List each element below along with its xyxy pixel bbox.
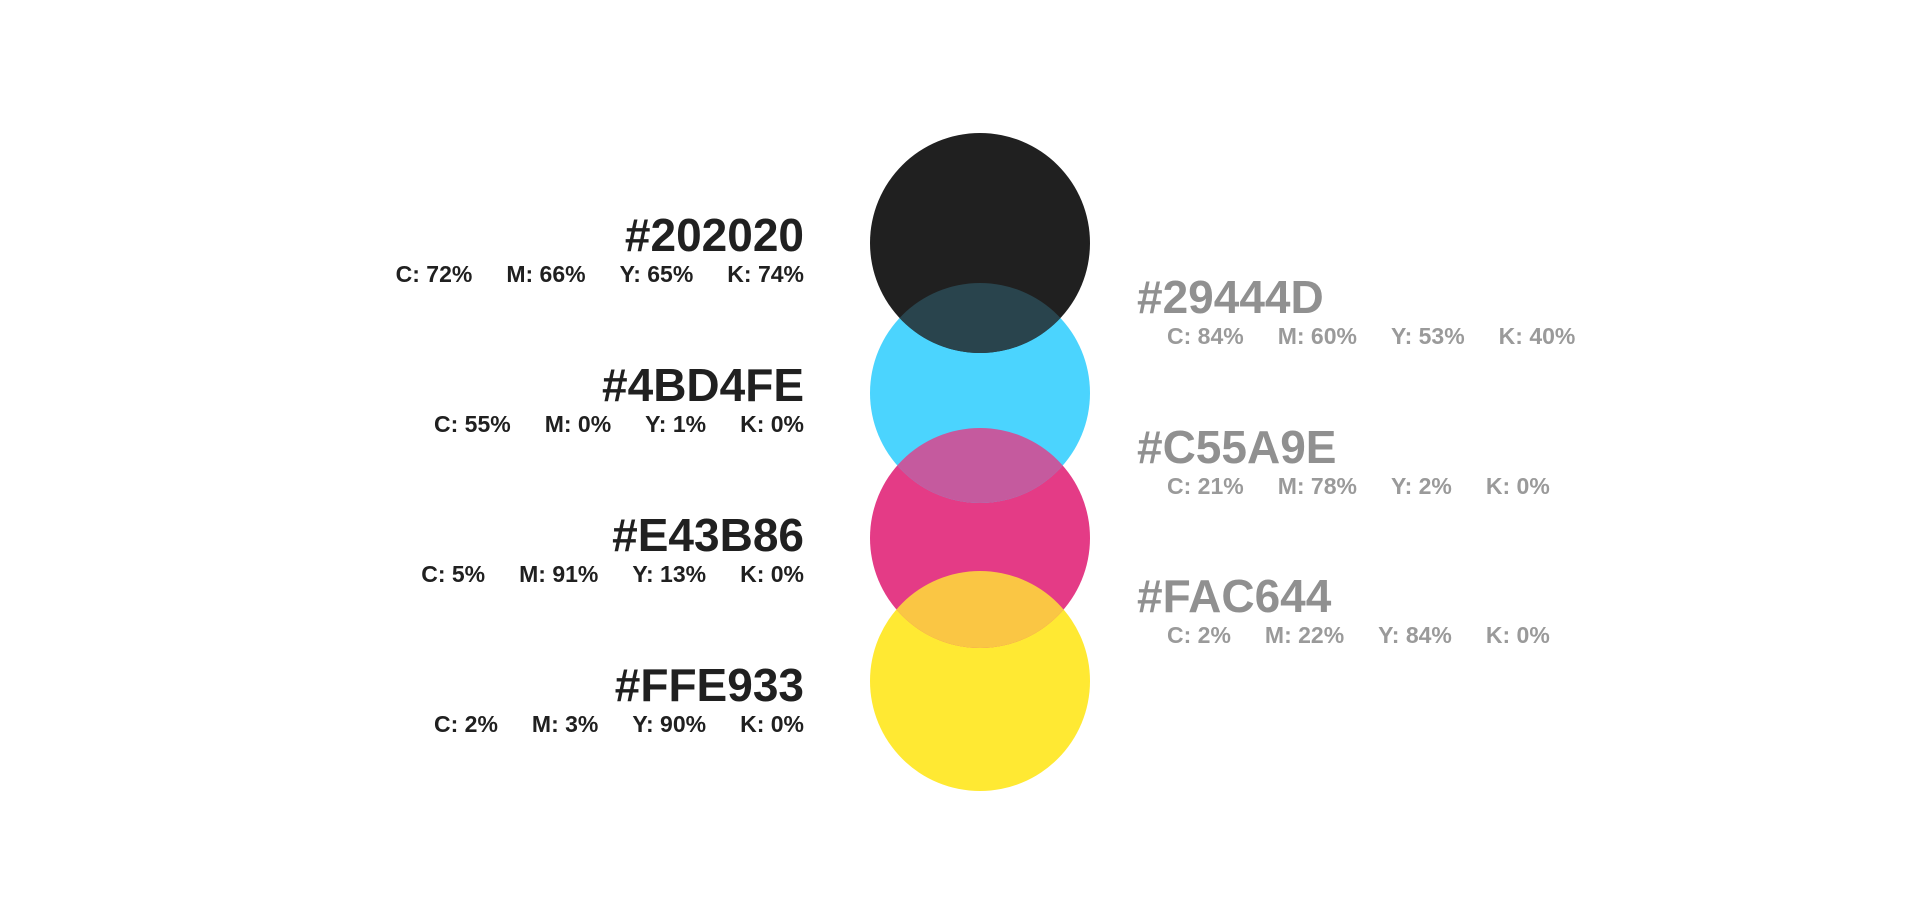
cmyk-m: M: 91% [519,561,599,587]
cmyk-k: K: 40% [1498,323,1576,349]
swatch-label-black: #202020 C: 72% M: 66% Y: 65% K: 74% [244,210,804,288]
cmyk-m: M: 60% [1277,323,1357,349]
blend-label-cyan-magenta: #C55A9E C: 21% M: 78% Y: 2% K: 0% [1137,422,1697,500]
cmyk-m: M: 0% [544,411,612,437]
swatch-hex: #FFE933 [614,659,804,711]
blend-hex: #FAC644 [1137,570,1332,622]
cmyk-y: Y: 84% [1378,622,1452,648]
swatch-cmyk: C: 2% M: 3% Y: 90% K: 0% [244,710,804,738]
cmyk-c: C: 2% [1167,622,1231,648]
cmyk-k: K: 0% [740,561,804,587]
cmyk-c: C: 84% [1167,323,1244,349]
cmyk-m: M: 3% [531,711,599,737]
swatch-cmyk: C: 55% M: 0% Y: 1% K: 0% [244,410,804,438]
cmyk-y: Y: 90% [632,711,707,737]
swatch-hex: #E43B86 [612,509,804,561]
swatch-hex: #202020 [624,209,804,261]
cmyk-k: K: 0% [1485,622,1550,648]
cmyk-k: K: 74% [727,261,804,287]
cmyk-k: K: 0% [1485,473,1550,499]
cmyk-y: Y: 53% [1390,323,1465,349]
swatch-cmyk: C: 72% M: 66% Y: 65% K: 74% [244,260,804,288]
blend-hex: #C55A9E [1137,421,1337,473]
blend-cmyk: C: 84% M: 60% Y: 53% K: 40% [1137,322,1697,350]
cmyk-y: Y: 2% [1390,473,1452,499]
overlap-cyan-magenta-fill [870,428,1090,503]
cmyk-c: C: 2% [434,711,498,737]
overlap-black-cyan-fill [870,283,1090,353]
blend-label-magenta-yellow: #FAC644 C: 2% M: 22% Y: 84% K: 0% [1137,571,1697,649]
cmyk-y: Y: 65% [619,261,694,287]
cmyk-m: M: 22% [1264,622,1345,648]
cmyk-c: C: 55% [434,411,511,437]
blend-cmyk: C: 21% M: 78% Y: 2% K: 0% [1137,472,1697,500]
overlap-magenta-yellow-fill [870,571,1090,648]
cmyk-c: C: 5% [421,561,486,587]
swatch-cmyk: C: 5% M: 91% Y: 13% K: 0% [244,560,804,588]
swatch-hex: #4BD4FE [602,359,804,411]
swatch-label-cyan: #4BD4FE C: 55% M: 0% Y: 1% K: 0% [244,360,804,438]
blend-label-black-cyan: #29444D C: 84% M: 60% Y: 53% K: 40% [1137,272,1697,350]
overlap-cyan-magenta [870,428,1090,648]
cmyk-m: M: 78% [1277,473,1357,499]
cmyk-k: K: 0% [740,711,804,737]
cmyk-y: Y: 1% [645,411,707,437]
swatch-label-yellow: #FFE933 C: 2% M: 3% Y: 90% K: 0% [244,660,804,738]
cmyk-y: Y: 13% [632,561,707,587]
cmyk-c: C: 72% [395,261,473,287]
cmyk-k: K: 0% [740,411,804,437]
blend-hex: #29444D [1137,271,1324,323]
blend-cmyk: C: 2% M: 22% Y: 84% K: 0% [1137,621,1697,649]
overlap-black-cyan [870,283,1090,503]
overlap-magenta-yellow [870,571,1090,791]
cmyk-m: M: 66% [506,261,586,287]
swatch-label-magenta: #E43B86 C: 5% M: 91% Y: 13% K: 0% [244,510,804,588]
cmyk-c: C: 21% [1167,473,1244,499]
